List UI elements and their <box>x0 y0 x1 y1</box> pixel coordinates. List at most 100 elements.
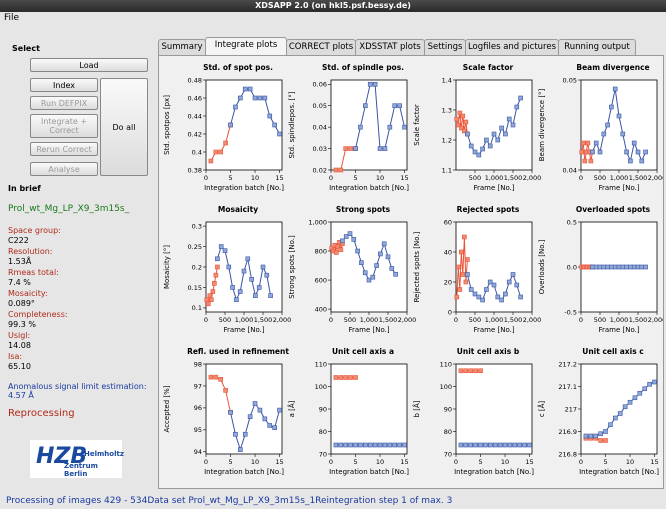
y-tick-label: 0.15 <box>188 284 202 292</box>
data-point <box>632 395 638 401</box>
plot-title: Std. of spot pos. <box>203 63 273 72</box>
data-point <box>465 257 470 262</box>
data-point <box>487 143 493 149</box>
data-point <box>497 442 503 448</box>
logo-text: HZB <box>36 444 88 469</box>
data-point <box>370 274 376 280</box>
data-point <box>208 158 214 164</box>
data-point <box>624 149 629 155</box>
data-point <box>518 95 523 101</box>
y-axis-label: Std. spotpos [px] <box>163 95 171 155</box>
data-point <box>612 264 618 270</box>
data-point <box>367 81 373 87</box>
tab[interactable]: Logfiles and pictures <box>465 39 559 55</box>
data-point <box>593 264 599 270</box>
data-point <box>462 234 467 240</box>
data-point <box>605 122 610 128</box>
x-tick-label: 2,000 <box>398 316 417 324</box>
menu-item[interactable]: File <box>4 13 20 23</box>
tab[interactable]: XDSSTAT plots <box>355 39 425 55</box>
button[interactable]: Integrate + Correct <box>30 114 98 138</box>
data-point <box>347 231 353 236</box>
data-point <box>277 407 282 413</box>
x-tick-label: 1,000 <box>610 316 629 324</box>
data-point <box>460 113 466 119</box>
data-point <box>593 140 599 146</box>
x-axis-label: Frame [No.] <box>223 326 264 334</box>
data-point <box>353 146 358 151</box>
data-point <box>609 104 614 110</box>
tab[interactable]: Running output <box>558 39 636 55</box>
data-point <box>473 368 478 374</box>
tab[interactable]: CORRECT plots <box>286 39 356 55</box>
data-point <box>362 270 368 276</box>
data-point <box>223 388 228 393</box>
y-tick-label: 0.4 <box>192 148 202 156</box>
title-bar: XDSAPP 2.0 (on hkl5.psf.bessy.de) <box>0 0 666 12</box>
data-point <box>238 447 243 452</box>
data-point <box>631 140 637 146</box>
button[interactable]: Analyse <box>30 162 98 176</box>
button[interactable]: Index <box>30 78 98 92</box>
data-point <box>233 431 238 437</box>
data-point <box>603 438 608 443</box>
y-tick-label: 0.03 <box>313 145 327 153</box>
data-point <box>209 297 214 303</box>
plot-title: Unit cell axis c <box>582 347 643 356</box>
tab[interactable]: Settings <box>424 39 466 55</box>
data-point <box>348 375 353 380</box>
data-point <box>397 442 402 448</box>
data-point <box>480 146 485 152</box>
data-point <box>506 279 512 285</box>
x-tick-label: 10 <box>376 458 384 466</box>
x-tick-label: 15 <box>275 458 283 466</box>
data-point <box>358 124 363 130</box>
data-point <box>488 442 493 448</box>
plot-title: Refl. used in refinement <box>187 347 289 356</box>
x-tick-label: 500 <box>469 316 481 324</box>
data-point <box>223 140 228 146</box>
data-point <box>624 264 629 270</box>
x-tick-label: 500 <box>344 316 356 324</box>
y-tick-label: 0.2 <box>192 263 202 271</box>
y-axis-label: Mosaicity [°] <box>163 245 171 289</box>
data-point <box>628 158 633 164</box>
x-tick-label: 15 <box>275 174 283 182</box>
data-point <box>463 368 469 374</box>
data-point <box>262 95 268 101</box>
x-axis-label: Integration batch [No.] <box>329 184 409 192</box>
button[interactable]: Run DEFPIX <box>30 96 98 110</box>
data-point <box>215 264 220 270</box>
data-point <box>207 293 213 298</box>
button[interactable]: Rerun Correct <box>30 142 98 156</box>
x-tick-label: 2,000 <box>648 316 663 324</box>
x-tick-label: 5 <box>478 458 482 466</box>
data-point <box>222 248 228 253</box>
tab[interactable]: Summary <box>158 39 206 55</box>
plot-title: Scale factor <box>463 63 514 72</box>
x-tick-label: 1,500 <box>254 316 273 324</box>
data-point <box>463 119 469 125</box>
y-tick-label: 0.02 <box>313 166 327 174</box>
tab[interactable]: Integrate plots <box>205 37 287 55</box>
data-point <box>262 416 268 422</box>
data-point <box>378 251 383 257</box>
data-point <box>492 442 498 448</box>
x-tick-label: 10 <box>251 174 259 182</box>
data-point <box>351 237 357 242</box>
data-point <box>249 276 254 282</box>
y-axis-label: Strong spots [No.] <box>288 235 296 299</box>
data-point <box>387 442 393 448</box>
button[interactable]: Do all <box>100 78 148 176</box>
button[interactable]: Load <box>30 58 148 72</box>
y-tick-label: 90 <box>319 405 327 413</box>
x-tick-label: 1,000 <box>360 316 379 324</box>
x-tick-label: 0 <box>204 174 208 182</box>
data-point <box>455 122 461 128</box>
data-point <box>392 103 398 109</box>
data-point <box>389 266 395 271</box>
x-tick-label: 10 <box>501 458 509 466</box>
y-tick-label: 0.0 <box>567 263 577 271</box>
plot-area <box>455 363 533 455</box>
